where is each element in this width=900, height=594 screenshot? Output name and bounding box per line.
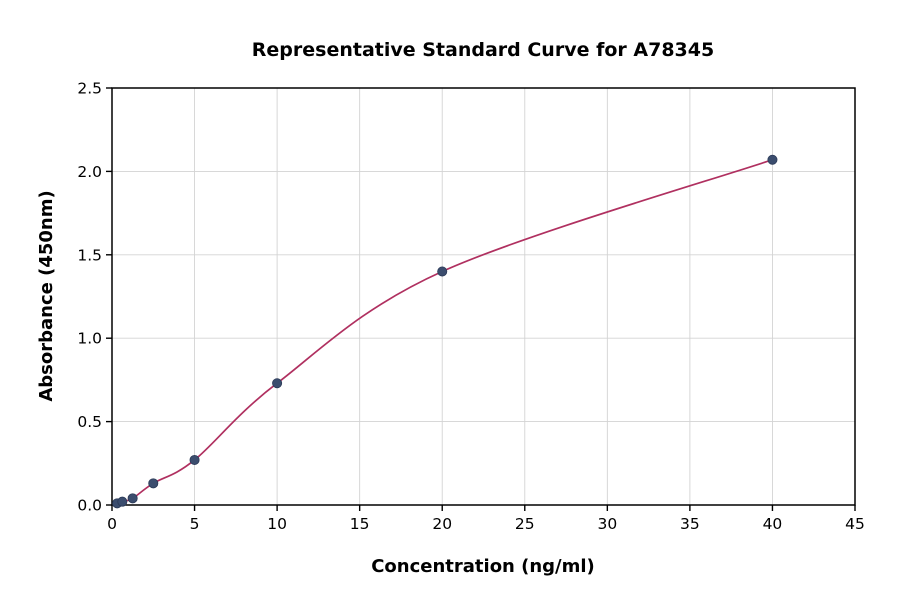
chart-title: Representative Standard Curve for A78345 — [252, 39, 714, 61]
data-point — [189, 454, 200, 465]
y-tick-label: 1.5 — [77, 246, 102, 264]
x-tick-label: 25 — [515, 515, 535, 533]
fit-curve-path — [116, 158, 773, 505]
x-tick-label: 35 — [680, 515, 700, 533]
x-tick-label: 45 — [845, 515, 865, 533]
axis-ticks — [106, 87, 856, 511]
x-tick-label: 20 — [432, 515, 452, 533]
x-tick-label: 0 — [107, 515, 117, 533]
axis-tick-labels: 0 5 10 15 20 25 30 35 40 45 0.0 0.5 1.0 1.5 2.0 2.5 — [77, 80, 865, 534]
x-axis-label: Concentration (ng/ml) — [371, 556, 595, 577]
plot-border — [111, 87, 856, 506]
x-tick-label: 10 — [267, 515, 287, 533]
y-tick-label: 0.0 — [77, 497, 102, 515]
grid-lines — [111, 87, 856, 506]
x-tick-label: 40 — [763, 515, 783, 533]
data-point — [767, 154, 778, 165]
data-points — [112, 154, 778, 509]
plot-border-rect — [111, 87, 856, 506]
data-point — [272, 378, 283, 389]
y-tick-label: 1.0 — [77, 330, 102, 348]
x-tick-label: 30 — [597, 515, 617, 533]
data-point — [117, 496, 128, 507]
y-axis-label: Absorbance (450nm) — [36, 190, 57, 401]
y-tick-label: 0.5 — [77, 413, 102, 431]
y-tick-label: 2.5 — [77, 80, 102, 98]
x-tick-label: 15 — [350, 515, 370, 533]
data-point — [437, 266, 448, 277]
data-point — [148, 478, 159, 489]
data-point — [127, 493, 138, 504]
fit-curve — [116, 158, 773, 505]
x-tick-label: 5 — [190, 515, 200, 533]
y-tick-label: 2.0 — [77, 163, 102, 181]
